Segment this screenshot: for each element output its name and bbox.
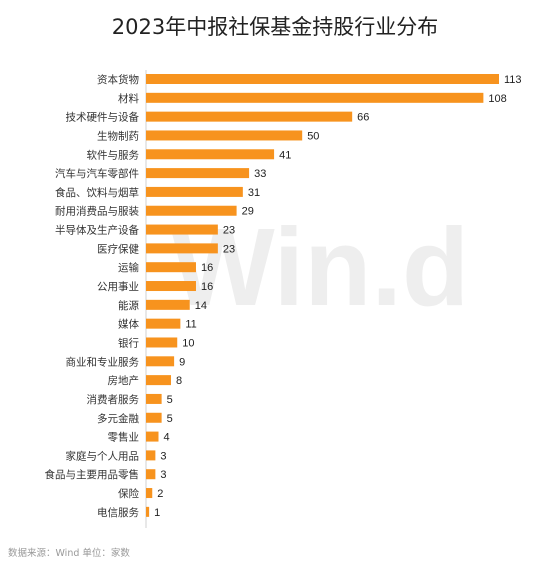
- value-label: 29: [242, 206, 254, 218]
- bar: [146, 318, 181, 329]
- bar: [146, 506, 150, 517]
- category-label: 食品与主要用品零售: [45, 468, 140, 481]
- bar: [146, 74, 499, 84]
- value-label: 41: [279, 149, 291, 161]
- value-label: 33: [254, 168, 266, 180]
- value-label: 108: [488, 93, 506, 105]
- value-label: 5: [167, 394, 173, 406]
- bar: [146, 281, 196, 292]
- value-label: 8: [176, 375, 182, 387]
- bar: [146, 450, 156, 461]
- value-label: 16: [201, 281, 213, 293]
- bar: [146, 92, 484, 103]
- category-label: 运输: [118, 261, 139, 274]
- value-label: 2: [157, 488, 163, 500]
- bar: [146, 356, 175, 367]
- bar: [146, 488, 153, 499]
- category-label: 商业和专业服务: [66, 355, 140, 368]
- value-label: 50: [307, 130, 319, 142]
- bar: [146, 262, 196, 273]
- category-label: 材料: [118, 92, 139, 105]
- source-note: 数据来源：Wind 单位：家数: [8, 547, 130, 559]
- category-label: 医疗保健: [97, 242, 139, 255]
- value-label: 11: [185, 319, 196, 331]
- bar: [146, 299, 190, 310]
- value-labels: 1131086650413331292323161614111098554332…: [154, 74, 521, 519]
- category-label: 银行: [118, 336, 139, 349]
- value-label: 5: [167, 413, 173, 425]
- category-label: 半导体及生产设备: [55, 224, 139, 237]
- value-label: 23: [223, 225, 235, 237]
- value-label: 4: [163, 432, 169, 444]
- category-label: 电信服务: [97, 506, 139, 519]
- category-label: 技术硬件与设备: [66, 111, 140, 124]
- bar: [146, 130, 303, 141]
- chart-title: 2023年中报社保基金持股行业分布: [112, 15, 438, 39]
- category-label: 家庭与个人用品: [66, 449, 140, 462]
- category-label: 食品、饮料与烟草: [55, 186, 139, 199]
- bar: [146, 412, 162, 423]
- value-label: 23: [223, 243, 235, 255]
- bar: [146, 149, 275, 160]
- value-label: 9: [179, 356, 185, 368]
- value-label: 10: [182, 337, 194, 349]
- category-label: 房地产: [108, 374, 140, 387]
- value-label: 16: [201, 262, 213, 274]
- bar: [146, 375, 171, 386]
- value-label: 1: [154, 507, 160, 519]
- category-label: 资本货物: [97, 73, 139, 86]
- bar: [146, 186, 243, 197]
- category-label: 多元金融: [97, 412, 139, 425]
- bar: [146, 168, 250, 179]
- category-label: 消费者服务: [87, 393, 140, 406]
- value-label: 31: [248, 187, 260, 199]
- value-label: 3: [160, 469, 166, 481]
- category-label: 生物制药: [97, 129, 139, 142]
- watermark: Win.d: [171, 206, 469, 329]
- value-label: 66: [357, 112, 369, 124]
- value-label: 113: [504, 74, 522, 86]
- bar: [146, 111, 353, 122]
- category-label: 保险: [118, 487, 139, 500]
- category-label: 零售业: [108, 431, 140, 444]
- bars: [146, 74, 499, 517]
- bar: [146, 393, 162, 404]
- bar: [146, 243, 218, 254]
- category-labels: 资本货物材料技术硬件与设备生物制药软件与服务汽车与汽车零部件食品、饮料与烟草耐用…: [45, 73, 140, 519]
- bar: [146, 337, 178, 348]
- value-label: 14: [195, 300, 207, 312]
- category-label: 公用事业: [97, 280, 139, 293]
- bar: [146, 469, 156, 480]
- category-label: 能源: [118, 299, 139, 312]
- category-label: 软件与服务: [87, 148, 140, 161]
- category-label: 媒体: [118, 318, 139, 331]
- value-label: 3: [160, 450, 166, 462]
- category-label: 汽车与汽车零部件: [55, 167, 139, 180]
- category-label: 耐用消费品与服装: [55, 205, 139, 218]
- bar: [146, 224, 218, 235]
- bar: [146, 205, 237, 216]
- bar: [146, 431, 159, 442]
